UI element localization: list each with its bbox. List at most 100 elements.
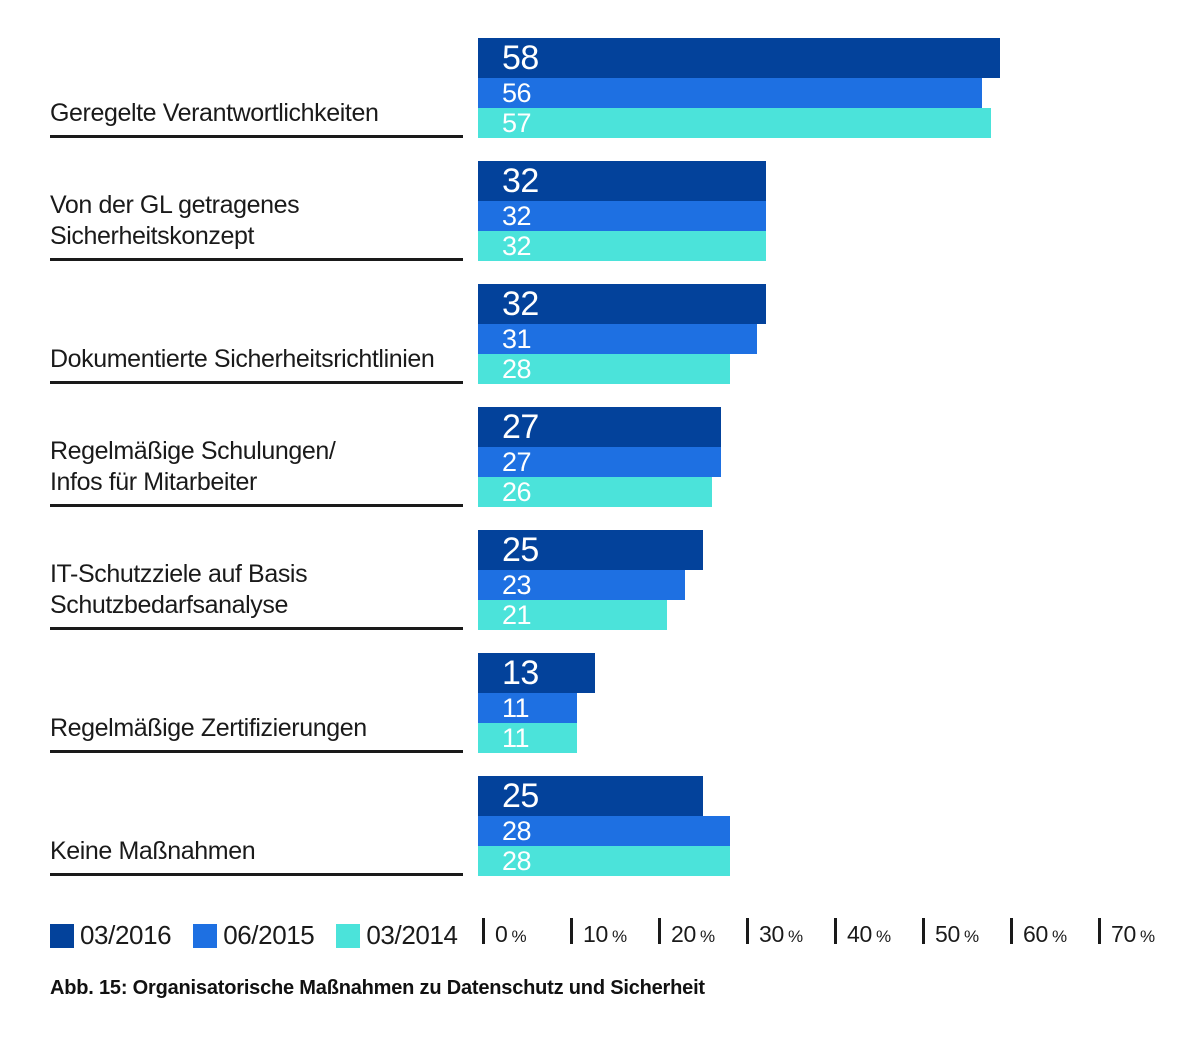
tick-percent: % [787, 927, 803, 946]
category-label-block: IT-Schutzziele auf Basis Schutzbedarfsan… [50, 559, 463, 630]
bar-value: 57 [502, 107, 532, 138]
category-label: Regelmäßige Zertifizierungen [50, 714, 367, 742]
bar-stack: 13 11 11 [478, 653, 595, 753]
category-label: Dokumentierte Sicherheitsrichtlinien [50, 345, 435, 373]
bar-2014: 32 [478, 231, 766, 261]
bar-stack: 32 31 28 [478, 284, 766, 384]
axis-tick [746, 918, 749, 944]
axis-tick [570, 918, 573, 944]
bar-group-4: Regelmäßige Schulungen/ Infos für Mitarb… [0, 407, 1200, 507]
bar-stack: 32 32 32 [478, 161, 766, 261]
bar-2016: 27 [478, 407, 721, 447]
category-label: IT-Schutzziele auf Basis Schutzbedarfsan… [50, 560, 308, 619]
tick-percent: % [611, 927, 627, 946]
legend-item-2014: 03/2014 [336, 920, 458, 951]
bar-group-1: Geregelte Verantwortlichkeiten 58 56 57 [0, 38, 1200, 138]
bar-2014: 21 [478, 600, 667, 630]
bar-2015: 11 [478, 693, 577, 723]
bar-value: 58 [502, 38, 539, 77]
bar-group-5: IT-Schutzziele auf Basis Schutzbedarfsan… [0, 530, 1200, 630]
axis-tick-label: 40% [847, 921, 891, 948]
bar-value: 26 [502, 476, 532, 507]
category-label-block: Regelmäßige Schulungen/ Infos für Mitarb… [50, 436, 463, 507]
legend-label: 06/2015 [223, 920, 315, 950]
axis-tick-label: 60% [1023, 921, 1067, 948]
bar-value: 28 [502, 815, 532, 846]
bar-group-6: Regelmäßige Zertifizierungen 13 11 11 [0, 653, 1200, 753]
tick-percent: % [875, 927, 891, 946]
category-label-block: Dokumentierte Sicherheitsrichtlinien [50, 344, 463, 384]
bar-stack: 25 28 28 [478, 776, 730, 876]
tick-percent: % [511, 927, 527, 946]
bar-value: 21 [502, 599, 532, 630]
bar-2015: 32 [478, 201, 766, 231]
bar-value: 11 [502, 722, 530, 753]
bar-value: 27 [502, 407, 539, 446]
bar-2014: 28 [478, 846, 730, 876]
bar-value: 25 [502, 776, 539, 815]
bar-value: 13 [502, 653, 539, 692]
bar-2015: 23 [478, 570, 685, 600]
bar-2015: 27 [478, 447, 721, 477]
legend-swatch-icon [336, 923, 361, 948]
tick-number: 0 [495, 921, 508, 947]
bar-2015: 31 [478, 324, 757, 354]
bar-stack: 25 23 21 [478, 530, 703, 630]
bar-value: 31 [502, 323, 532, 354]
bar-value: 27 [502, 446, 532, 477]
tick-number: 50 [935, 921, 960, 947]
bar-value: 32 [502, 230, 532, 261]
bar-2015: 28 [478, 816, 730, 846]
tick-percent: % [963, 927, 979, 946]
tick-number: 10 [583, 921, 608, 947]
category-label: Von der GL getragenes Sicherheitskonzept [50, 191, 300, 250]
axis-tick [834, 918, 837, 944]
axis-tick-label: 30% [759, 921, 803, 948]
bar-value: 23 [502, 569, 532, 600]
category-label: Geregelte Verantwortlichkeiten [50, 99, 379, 127]
category-label-block: Regelmäßige Zertifizierungen [50, 713, 463, 753]
bar-stack: 27 27 26 [478, 407, 721, 507]
category-label: Keine Maßnahmen [50, 837, 256, 865]
axis-tick [1010, 918, 1013, 944]
tick-number: 70 [1111, 921, 1136, 947]
bar-group-3: Dokumentierte Sicherheitsrichtlinien 32 … [0, 284, 1200, 384]
legend-item-2015: 06/2015 [193, 920, 315, 951]
bar-2016: 13 [478, 653, 595, 693]
bar-2014: 57 [478, 108, 991, 138]
bar-2016: 25 [478, 776, 703, 816]
tick-percent: % [1139, 927, 1155, 946]
legend-label: 03/2014 [366, 920, 458, 950]
chart-caption: Abb. 15: Organisatorische Maßnahmen zu D… [50, 977, 705, 999]
tick-number: 20 [671, 921, 696, 947]
tick-number: 30 [759, 921, 784, 947]
axis-tick [922, 918, 925, 944]
bar-2015: 56 [478, 78, 982, 108]
category-label-block: Von der GL getragenes Sicherheitskonzept [50, 190, 463, 261]
bar-value: 32 [502, 284, 539, 323]
bar-value: 56 [502, 77, 532, 108]
axis-tick-label: 0% [495, 921, 527, 948]
category-label-block: Keine Maßnahmen [50, 836, 463, 876]
category-label-block: Geregelte Verantwortlichkeiten [50, 98, 463, 138]
bar-2014: 11 [478, 723, 577, 753]
bar-value: 25 [502, 530, 539, 569]
bar-2016: 58 [478, 38, 1000, 78]
tick-number: 40 [847, 921, 872, 947]
axis-tick-label: 50% [935, 921, 979, 948]
axis-tick-label: 20% [671, 921, 715, 948]
tick-number: 60 [1023, 921, 1048, 947]
axis-tick-label: 70% [1111, 921, 1155, 948]
bar-2016: 32 [478, 284, 766, 324]
axis-tick [1098, 918, 1101, 944]
category-label: Regelmäßige Schulungen/ Infos für Mitarb… [50, 437, 336, 496]
legend-label: 03/2016 [80, 920, 172, 950]
bar-value: 28 [502, 353, 532, 384]
bar-2014: 28 [478, 354, 730, 384]
bar-2016: 32 [478, 161, 766, 201]
bar-2014: 26 [478, 477, 712, 507]
legend: 03/2016 06/2015 03/2014 [50, 920, 458, 951]
bar-stack: 58 56 57 [478, 38, 1000, 138]
bar-group-7: Keine Maßnahmen 25 28 28 [0, 776, 1200, 876]
